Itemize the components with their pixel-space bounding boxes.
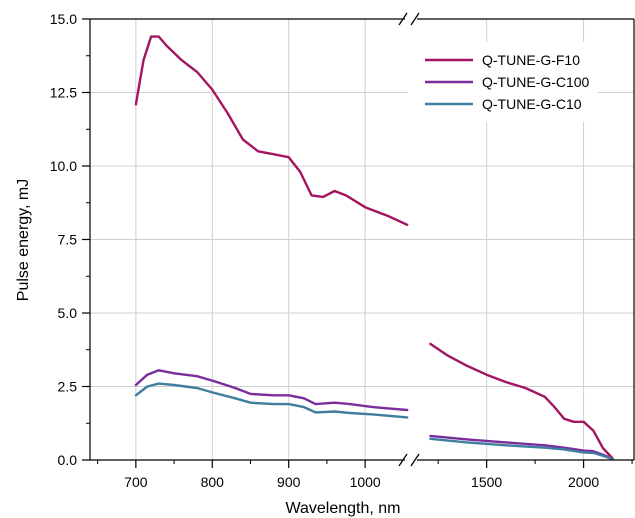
y-tick-label: 15.0 [50,11,77,27]
y-tick-label: 0.0 [58,452,78,468]
y-tick-label: 2.5 [58,379,78,395]
series-line-q-tune-g-f10 [134,35,409,226]
x-tick-label: 1500 [471,474,502,490]
y-tick-label: 10.0 [50,158,77,174]
x-axis-title: Wavelength, nm [285,500,400,517]
series-line-q-tune-g-c10-right [429,437,614,461]
x-tick-label: 1000 [350,474,381,490]
axis-break-mark [398,453,408,467]
x-tick-label: 900 [277,474,301,490]
legend-label: Q-TUNE-G-C100 [482,74,590,90]
y-axis: 0.0 2.5 5.0 7.5 10.0 12.5 15.0 [50,11,90,468]
legend-label: Q-TUNE-G-F10 [482,52,580,68]
series-line-q-tune-g-c100-right [429,434,614,460]
x-tick-label: 2000 [568,474,599,490]
y-tick-label: 7.5 [58,232,78,248]
series-line-q-tune-g-c100 [134,369,409,412]
y-tick-label: 5.0 [58,305,78,321]
legend: Q-TUNE-G-F10 Q-TUNE-G-C100 Q-TUNE-G-C10 [408,42,598,122]
series-line-q-tune-g-f10-right [429,342,614,460]
x-tick-label: 700 [124,474,148,490]
series-layer [134,35,614,461]
axis-break-mark [410,12,420,26]
axis-break-mark [398,12,408,26]
y-axis-title: Pulse energy, mJ [15,179,32,301]
x-tick-label: 800 [201,474,225,490]
axis-break-mark [410,453,420,467]
x-axis: 700 800 900 1000 1500 2000 [97,460,633,490]
legend-label: Q-TUNE-G-C10 [482,96,582,112]
y-tick-label: 12.5 [50,85,77,101]
series-line-q-tune-g-c10 [134,382,409,419]
